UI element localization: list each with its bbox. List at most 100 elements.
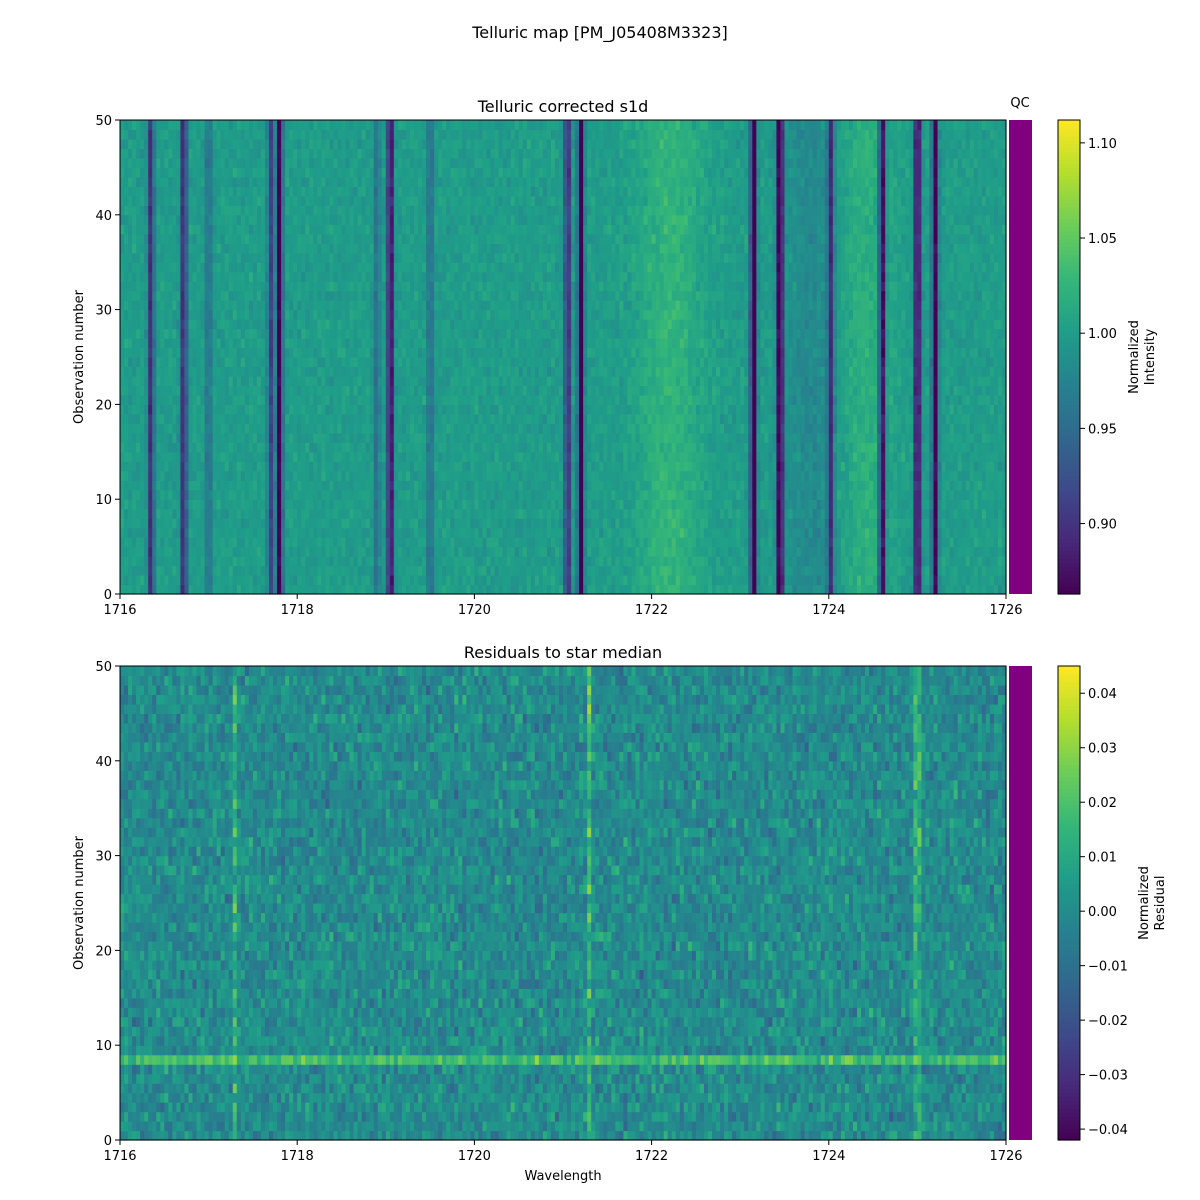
heatmap-cell — [603, 432, 608, 443]
heatmap-cell — [478, 404, 484, 415]
heatmap-cell — [369, 375, 375, 387]
heatmap-cell — [160, 499, 165, 510]
heatmap-cell — [140, 565, 145, 576]
heatmap-cell — [961, 556, 967, 567]
heatmap-cell — [188, 394, 194, 405]
heatmap-cell — [836, 423, 842, 434]
heatmap-cell — [579, 537, 584, 548]
heatmap-cell — [160, 508, 165, 519]
heatmap-cell — [611, 442, 616, 453]
heatmap-cell — [740, 451, 745, 462]
heatmap-cell — [289, 575, 294, 586]
heatmap-cell — [124, 518, 129, 529]
heatmap-cell — [494, 556, 500, 567]
heatmap-cell — [957, 423, 963, 434]
heatmap-cell — [329, 423, 335, 434]
heatmap-cell — [470, 518, 475, 529]
heatmap-cell — [446, 508, 451, 519]
heatmap-cell — [369, 432, 375, 443]
heatmap-cell — [329, 527, 335, 538]
heatmap-cell — [506, 546, 512, 557]
heatmap-cell — [377, 518, 383, 529]
heatmap-cell — [369, 584, 375, 595]
heatmap-cell — [575, 385, 580, 396]
heatmap-cell — [720, 499, 725, 510]
heatmap-cell — [526, 432, 532, 443]
heatmap-cell — [184, 537, 190, 548]
heatmap-cell — [228, 413, 234, 424]
heatmap-cell — [619, 546, 625, 557]
heatmap-cell — [184, 508, 190, 519]
heatmap-cell — [252, 423, 258, 434]
heatmap-cell — [502, 537, 508, 548]
heatmap-cell — [997, 385, 1003, 396]
heatmap-cell — [530, 527, 536, 538]
heatmap-cell — [707, 451, 713, 462]
heatmap-cell — [164, 385, 169, 396]
heatmap-cell — [365, 394, 371, 405]
heatmap-cell — [120, 508, 125, 519]
heatmap-cell — [716, 489, 721, 500]
heatmap-cell — [285, 442, 290, 453]
heatmap-cell — [260, 404, 266, 415]
heatmap-cell — [144, 470, 149, 481]
heatmap-cell — [615, 423, 620, 434]
heatmap-cell — [707, 432, 713, 443]
heatmap-cell — [273, 499, 278, 510]
heatmap-cell — [434, 461, 439, 472]
heatmap-cell — [679, 423, 685, 434]
heatmap-cell — [736, 508, 741, 519]
heatmap-cell — [313, 404, 318, 415]
heatmap-cell — [176, 565, 182, 576]
heatmap-cell — [921, 556, 927, 567]
heatmap-cell — [563, 499, 568, 510]
heatmap-cell — [156, 518, 161, 529]
heatmap-cell — [172, 518, 177, 529]
heatmap-cell — [426, 537, 431, 548]
heatmap-cell — [655, 423, 661, 434]
heatmap-cell — [679, 480, 685, 491]
heatmap-cell — [301, 385, 306, 396]
heatmap-cell — [780, 556, 786, 567]
heatmap-cell — [675, 537, 681, 548]
heatmap-cell — [913, 480, 918, 491]
heatmap-cell — [357, 432, 363, 443]
heatmap-cell — [454, 575, 459, 586]
heatmap-cell — [993, 584, 999, 595]
heatmap-cell — [405, 451, 411, 462]
heatmap-cell — [228, 404, 234, 415]
heatmap-cell — [148, 518, 153, 529]
heatmap-cell — [196, 461, 202, 472]
heatmap-cell — [156, 584, 161, 595]
heatmap-cell — [385, 499, 391, 510]
heatmap-cell — [293, 385, 298, 396]
heatmap-cell — [458, 394, 463, 405]
heatmap-cell — [486, 565, 492, 576]
heatmap-cell — [462, 537, 467, 548]
heatmap-cell — [325, 508, 331, 519]
heatmap-cell — [949, 575, 955, 586]
heatmap-cell — [498, 442, 504, 453]
heatmap-cell — [836, 546, 842, 557]
heatmap-cell — [687, 432, 693, 443]
heatmap-cell — [273, 527, 278, 538]
heatmap-cell — [534, 537, 540, 548]
heatmap-cell — [277, 584, 282, 595]
heatmap-cell — [756, 404, 761, 415]
heatmap-cell — [977, 508, 983, 519]
heatmap-cell — [965, 442, 971, 453]
heatmap-cell — [558, 508, 564, 519]
heatmap-cell — [780, 489, 786, 500]
heatmap-cell — [647, 413, 653, 424]
heatmap-cell — [989, 565, 995, 576]
heatmap-cell — [945, 499, 951, 510]
heatmap-cell — [977, 546, 983, 557]
heatmap-cell — [840, 499, 846, 510]
heatmap-cell — [756, 537, 761, 548]
heatmap-cell — [969, 432, 975, 443]
heatmap-cell — [325, 518, 331, 529]
heatmap-cell — [494, 565, 500, 576]
heatmap-cell — [220, 556, 226, 567]
heatmap-cell — [776, 451, 782, 462]
heatmap-cell — [220, 489, 226, 500]
